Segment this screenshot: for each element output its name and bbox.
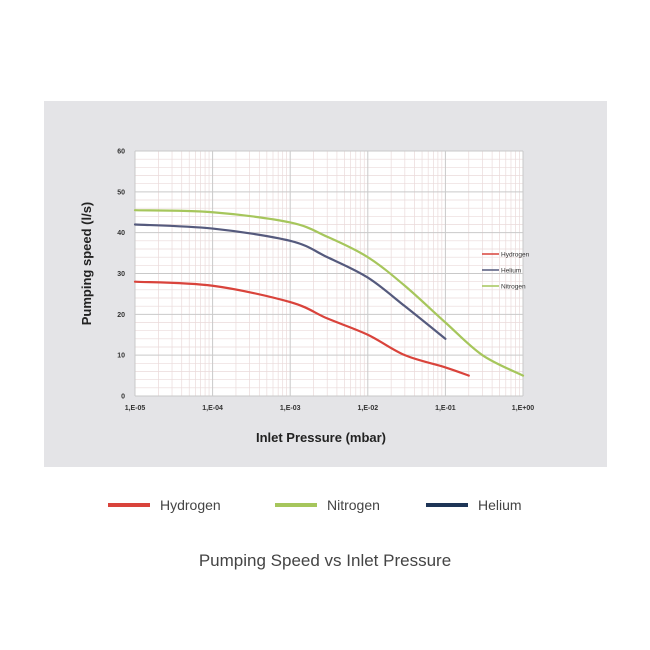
x-tick-label: 1,E-01 [435, 405, 456, 412]
y-tick-label: 20 [117, 312, 125, 319]
series-line-nitrogen [133, 209, 525, 377]
legend-text-helium: Helium [501, 267, 521, 274]
legend-item-nitrogen: Nitrogen [275, 494, 380, 516]
x-tick-label: 1,E-02 [357, 405, 378, 412]
x-tick-labels: 1,E-05 1,E-04 1,E-03 1,E-02 1,E-01 1,E+00 [125, 405, 535, 412]
x-tick-label: 1,E-04 [202, 405, 223, 412]
y-tick-label: 0 [121, 394, 125, 401]
legend-item-hydrogen: Hydrogen [108, 494, 221, 516]
y-axis-title: Pumping speed (l/s) [79, 202, 94, 326]
legend-text-hydrogen: Hydrogen [501, 251, 530, 258]
legend-label-helium: Helium [478, 497, 522, 513]
y-tick-label: 30 [117, 271, 125, 278]
legend-label-nitrogen: Nitrogen [327, 497, 380, 513]
chart-caption: Pumping Speed vs Inlet Pressure [198, 551, 452, 570]
x-tick-label: 1,E-05 [125, 405, 146, 412]
legend-swatch-hydrogen [108, 503, 150, 507]
x-tick-label: 1,E-03 [280, 405, 301, 412]
x-axis-title: Inlet Pressure (mbar) [256, 430, 386, 445]
grid [134, 150, 524, 397]
y-tick-label: 60 [117, 149, 125, 156]
y-tick-label: 40 [117, 230, 125, 237]
x-tick-label: 1,E+00 [512, 405, 534, 412]
legend-swatch-helium [426, 503, 468, 507]
series-line-hydrogen [133, 280, 470, 377]
series-lines [133, 209, 525, 377]
legend-swatch-nitrogen [275, 503, 317, 507]
chart-panel: 1,E-05 1,E-04 1,E-03 1,E-02 1,E-01 1,E+00 0 10… [44, 101, 607, 467]
legend-text-nitrogen: Nitrogen [501, 283, 526, 290]
pumping-speed-chart: 1,E-05 1,E-04 1,E-03 1,E-02 1,E-01 1,E+00 0 10… [79, 149, 535, 446]
legend-item-helium: Helium [426, 494, 522, 516]
legend-label-hydrogen: Hydrogen [160, 497, 221, 513]
y-tick-label: 10 [117, 353, 125, 360]
y-tick-label: 50 [117, 189, 125, 196]
y-tick-labels: 0 10 20 30 40 50 60 [117, 149, 125, 401]
bottom-legend: Hydrogen Nitrogen Helium [0, 494, 650, 516]
inner-legend: Hydrogen Helium Nitrogen [482, 251, 530, 290]
series-line-helium [133, 223, 447, 340]
